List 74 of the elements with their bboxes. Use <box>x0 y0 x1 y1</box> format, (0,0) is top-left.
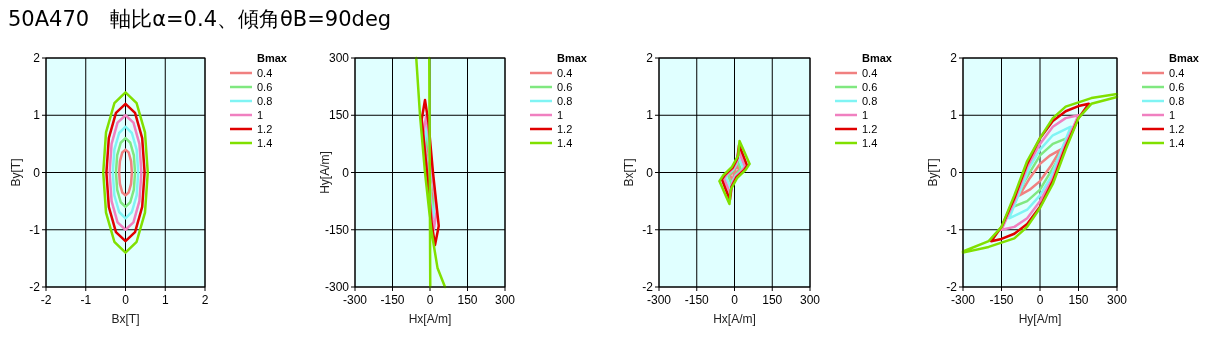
legend-label: 1.4 <box>1169 137 1185 149</box>
y-tick-label: 2 <box>33 51 41 65</box>
x-axis-title: Hx[A/m] <box>713 312 756 326</box>
x-tick-label: -150 <box>684 293 710 307</box>
y-tick-label: 0 <box>33 165 41 180</box>
legend-label: 1 <box>1169 109 1176 121</box>
y-tick-label: -1 <box>29 222 41 237</box>
x-tick-label: 150 <box>762 293 783 307</box>
x-tick-label: -150 <box>989 293 1014 307</box>
x-axis-title: Hx[A/m] <box>408 312 452 326</box>
x-tick-label: -150 <box>380 293 405 307</box>
x-axis-title: Hy[A/m] <box>1018 312 1062 326</box>
x-tick-label: 300 <box>1106 293 1128 307</box>
x-tick-label: 0 <box>731 293 739 307</box>
y-tick-label: -300 <box>324 280 350 294</box>
legend-label: 1.2 <box>257 123 273 135</box>
y-tick-label: -2 <box>642 280 654 294</box>
x-tick-label: 150 <box>1068 293 1089 307</box>
y-tick-label: -2 <box>29 280 41 294</box>
y-axis-title: Bx[T] <box>622 158 636 187</box>
legend-title: Bmax <box>862 52 893 64</box>
legend-label: 0.8 <box>257 95 273 107</box>
y-axis-title: By[T] <box>926 158 940 187</box>
x-axis-title: Bx[T] <box>111 312 140 326</box>
legend-title: Bmax <box>1169 52 1200 64</box>
x-tick-label: 0 <box>122 293 130 307</box>
legend-label: 0.4 <box>862 67 878 79</box>
legend-label: 0.8 <box>557 95 573 107</box>
legend-label: 0.8 <box>862 95 878 107</box>
y-tick-label: -1 <box>946 222 958 237</box>
y-axis-title: By[T] <box>9 158 23 187</box>
x-tick-label: -300 <box>342 293 368 307</box>
y-tick-label: 0 <box>342 165 350 180</box>
legend-label: 1 <box>862 109 869 121</box>
y-tick-label: 300 <box>328 51 350 65</box>
legend-label: 0.4 <box>1169 67 1185 79</box>
legend-label: 0.6 <box>557 81 573 93</box>
legend-label: 1.4 <box>557 137 573 149</box>
y-tick-label: 150 <box>328 108 350 123</box>
y-tick-label: -2 <box>946 280 958 294</box>
x-tick-label: 0 <box>426 293 434 307</box>
y-tick-label: -1 <box>642 222 654 237</box>
y-axis-title: Hy[A/m] <box>318 151 332 194</box>
y-tick-label: 1 <box>950 108 958 123</box>
legend-label: 0.4 <box>557 67 573 79</box>
x-tick-label: 2 <box>201 293 209 307</box>
y-tick-label: 2 <box>646 51 654 65</box>
legend-label: 0.8 <box>1169 95 1185 107</box>
legend-label: 1 <box>257 109 264 121</box>
legend-label: 0.6 <box>862 81 878 93</box>
legend-title: Bmax <box>257 52 288 64</box>
y-tick-label: -150 <box>324 222 350 237</box>
legend-label: 0.6 <box>257 81 273 93</box>
y-tick-label: 1 <box>33 108 41 123</box>
x-tick-label: 300 <box>799 293 821 307</box>
legend-label: 1 <box>557 109 564 121</box>
x-tick-label: 1 <box>161 293 169 307</box>
y-tick-label: 0 <box>646 165 654 180</box>
legend-label: 1.4 <box>862 137 878 149</box>
legend-label: 1.2 <box>557 123 573 135</box>
legend-label: 1.2 <box>1169 123 1185 135</box>
x-tick-label: 150 <box>457 293 478 307</box>
y-tick-label: 2 <box>950 51 958 65</box>
y-tick-label: 0 <box>950 165 958 180</box>
legend-label: 0.6 <box>1169 81 1185 93</box>
legend-label: 0.4 <box>257 67 273 79</box>
x-tick-label: 300 <box>494 293 516 307</box>
legend-title: Bmax <box>557 52 588 64</box>
legend-label: 1.4 <box>257 137 273 149</box>
chart-title: 50A470 軸比α=0.4、傾角θB=90deg <box>8 7 392 31</box>
x-tick-label: 0 <box>1036 293 1044 307</box>
legend-label: 1.2 <box>862 123 878 135</box>
x-tick-label: -1 <box>80 293 92 307</box>
y-tick-label: 1 <box>646 108 654 123</box>
